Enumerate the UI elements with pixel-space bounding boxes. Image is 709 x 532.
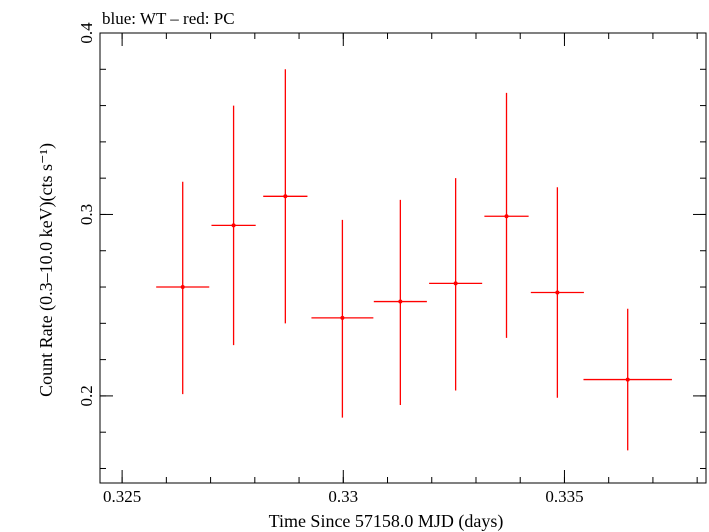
point-marker xyxy=(398,299,403,304)
point-marker xyxy=(504,214,509,219)
data-point xyxy=(211,105,256,346)
y-tick-label: 0.3 xyxy=(77,204,96,225)
axis-tick-labels: 0.325 0.33 0.335 0.2 0.3 0.4 xyxy=(77,22,584,506)
data-point xyxy=(484,92,529,338)
x-tick-label: 0.335 xyxy=(545,487,583,506)
data-point xyxy=(156,181,210,395)
data-point xyxy=(373,199,427,405)
y-tick-label: 0.2 xyxy=(77,385,96,406)
point-marker xyxy=(625,377,630,382)
x-tick-label: 0.33 xyxy=(328,487,358,506)
chart-title: blue: WT – red: PC xyxy=(102,9,235,28)
data-point xyxy=(263,69,308,324)
y-axis-label: Count Rate (0.3–10.0 keV)(cts s⁻¹) xyxy=(36,143,57,397)
point-marker xyxy=(180,285,185,290)
plot-frame xyxy=(99,32,707,484)
point-marker xyxy=(283,194,288,199)
data-point xyxy=(311,219,374,418)
data-point xyxy=(583,308,672,451)
x-axis-label: Time Since 57158.0 MJD (days) xyxy=(269,511,504,532)
point-marker xyxy=(453,281,458,286)
point-marker xyxy=(555,290,560,295)
data-point xyxy=(530,187,584,398)
data-point xyxy=(429,178,483,391)
x-tick-label: 0.325 xyxy=(103,487,141,506)
axis-ticks xyxy=(100,32,706,483)
point-marker xyxy=(231,223,236,228)
point-marker xyxy=(340,315,345,320)
y-tick-label: 0.4 xyxy=(77,22,96,44)
data-points xyxy=(156,69,672,451)
